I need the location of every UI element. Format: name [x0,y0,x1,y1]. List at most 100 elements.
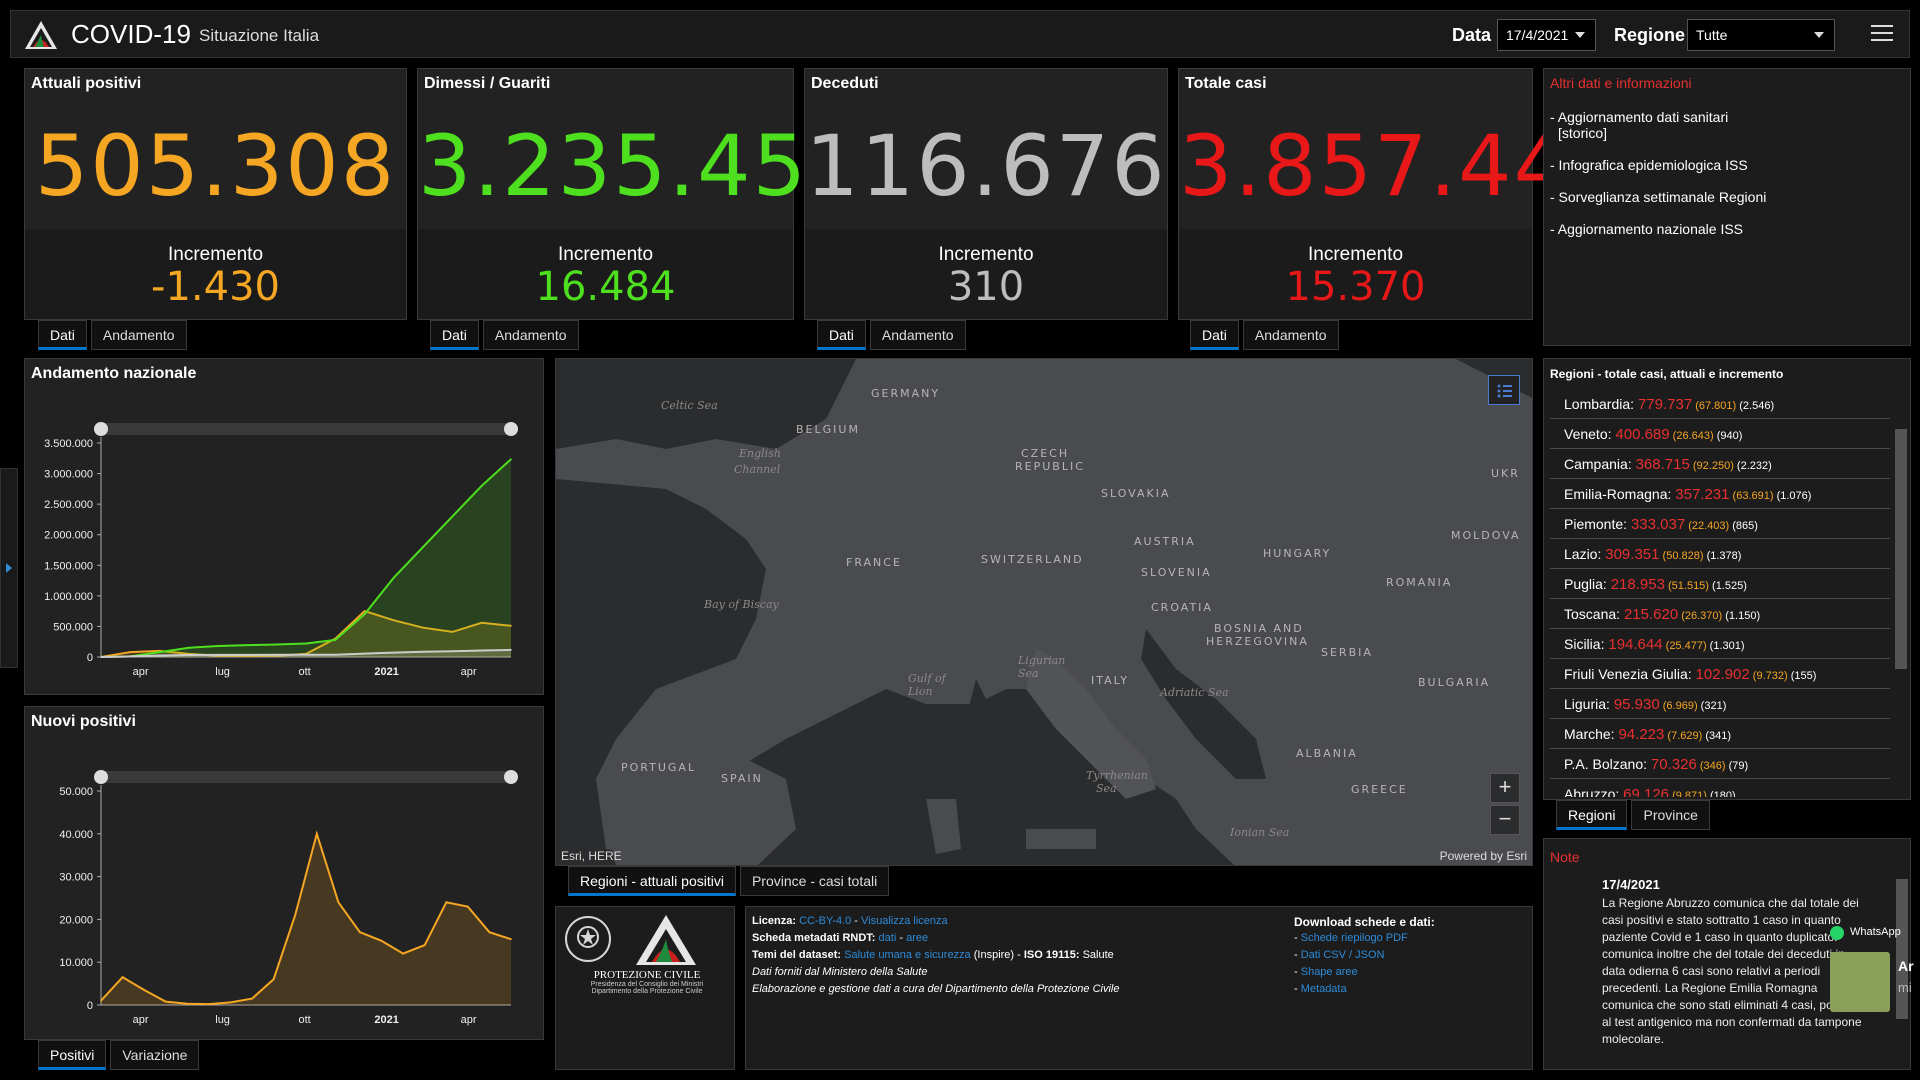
region-row[interactable]: Piemonte: 333.037 (22.403) (865) [1550,509,1890,539]
range-slider[interactable] [101,423,511,435]
range-handle-start[interactable] [94,422,108,436]
region-row[interactable]: Puglia: 218.953 (51.515) (1.525) [1550,569,1890,599]
themes-link[interactable]: Salute umana e sicurezza [844,949,971,961]
map-panel[interactable]: GERMANY BELGIUM CZECH REPUBLIC UKR SLOVAKIA MO… [555,358,1533,866]
range-handle-start[interactable] [94,770,108,784]
data-point [451,631,454,633]
data-point [129,651,132,653]
data-point [246,654,249,656]
scrollbar-thumb[interactable] [1896,879,1908,1019]
download-csv-link[interactable]: Dati CSV / JSON [1300,949,1385,961]
metadata-dati-link[interactable]: dati [878,932,897,944]
country-label: AUSTRIA [1134,535,1196,548]
tab-regioni[interactable]: Regioni [1556,800,1628,830]
chart-title: Andamento nazionale [31,365,197,382]
metadata-aree-link[interactable]: aree [906,932,929,944]
stat-tabs: Dati Andamento [1190,320,1339,350]
data-point [305,642,307,645]
side-panel-toggle[interactable] [0,468,18,668]
data-point [100,656,102,658]
region-row[interactable]: Abruzzo: 69.126 (9.871) (180) [1550,779,1890,797]
region-row[interactable]: Toscana: 215.620 (26.370) (1.150) [1550,599,1890,629]
download-item: - Metadata [1294,983,1347,995]
data-point [393,651,395,654]
x-tick-label: ott [298,666,310,678]
range-handle-end[interactable] [504,770,518,784]
region-row[interactable]: Emilia-Romagna: 357.231 (63.691) (1.076) [1550,479,1890,509]
tab-andamento[interactable]: Andamento [482,320,579,350]
tab-dati[interactable]: Dati [38,320,87,350]
country-label: UKR [1491,467,1520,480]
x-tick-label: ott [298,1014,310,1026]
data-point [510,458,512,460]
region-name: Sicilia: [1564,636,1609,652]
license-link[interactable]: CC-BY-4.0 [799,915,852,927]
region-row[interactable]: Liguria: 95.930 (6.969) (321) [1550,689,1890,719]
download-metadata-link[interactable]: Metadata [1300,983,1347,995]
tab-regioni-attuali-positivi[interactable]: Regioni - attuali positivi [568,866,736,896]
region-increment: (865) [1729,520,1758,532]
data-point [315,833,318,835]
zoom-out-button[interactable]: − [1490,805,1520,835]
download-pdf-link[interactable]: Schede riepilogo PDF [1300,932,1408,944]
date-select[interactable]: 17/4/2021 [1497,19,1596,51]
water-label: Lion [907,685,933,698]
region-row[interactable]: Friuli Venezia Giulia: 102.902 (9.732) (… [1550,659,1890,689]
region-row[interactable]: Veneto: 400.689 (26.643) (940) [1550,419,1890,449]
tab-andamento[interactable]: Andamento [90,320,187,350]
tab-dati[interactable]: Dati [1190,320,1239,350]
zoom-in-button[interactable]: + [1490,773,1520,803]
tab-province[interactable]: Province [1631,800,1710,830]
water-label: Channel [734,463,781,476]
logo-caption-line: Dipartimento della Protezione Civile [591,988,703,995]
regions-scrollbar[interactable] [1895,389,1908,789]
tab-andamento[interactable]: Andamento [1242,320,1339,350]
region-row[interactable]: Sicilia: 194.644 (25.477) (1.301) [1550,629,1890,659]
region-row[interactable]: P.A. Bolzano: 70.326 (346) (79) [1550,749,1890,779]
y-tick-label: 2.000.000 [44,530,93,542]
region-active: (25.477) [1662,640,1707,652]
tab-dati[interactable]: Dati [430,320,479,350]
data-point [422,626,424,629]
region-row[interactable]: Marche: 94.223 (7.629) (341) [1550,719,1890,749]
region-select[interactable]: Tutte [1687,19,1835,51]
x-tick-label: apr [461,666,477,678]
tab-positivi[interactable]: Positivi [38,1040,107,1070]
download-shape-link[interactable]: Shape aree [1300,966,1358,978]
tab-dati[interactable]: Dati [817,320,866,350]
download-item: - Dati CSV / JSON [1294,949,1385,961]
info-link-infografica[interactable]: - Infografica epidemiologica ISS [1550,157,1748,173]
notes-scrollbar[interactable] [1896,869,1908,1059]
region-row[interactable]: Lombardia: 779.737 (67.801) (2.546) [1550,389,1890,419]
data-point [393,576,395,579]
info-link-aggiornamento[interactable]: - Aggiornamento dati sanitari [1550,109,1729,125]
data-point [510,938,512,941]
range-handle-end[interactable] [504,422,518,436]
scrollbar-thumb[interactable] [1895,429,1907,669]
tab-variazione[interactable]: Variazione [110,1040,200,1070]
country-label: GREECE [1351,783,1408,796]
legend-list-icon[interactable] [1488,375,1520,405]
whatsapp-label: WhatsApp [1850,926,1901,938]
tab-andamento[interactable]: Andamento [869,320,966,350]
menu-icon[interactable] [1871,25,1893,43]
stat-value: 3.235.459 [418,117,864,215]
region-active: (26.643) [1669,430,1714,442]
info-link-storico[interactable]: [storico] [1558,125,1608,141]
range-slider[interactable] [101,771,511,783]
region-total: 194.644 [1608,636,1663,653]
stat-tabs: Dati Andamento [38,320,187,350]
region-name: Abruzzo: [1564,786,1624,797]
info-link-sorveglianza[interactable]: - Sorveglianza settimanale Regioni [1550,189,1767,205]
info-link-iss[interactable]: - Aggiornamento nazionale ISS [1550,221,1744,237]
stat-value: 3.857.443 [1179,117,1625,215]
tab-province-casi-totali[interactable]: Province - casi totali [739,866,890,896]
whatsapp-notification[interactable]: WhatsApp Ar mi [1826,918,1920,1048]
andamento-chart: 0 500.000 1.000.000 1.500.000 2.000.000 2.500… [44,422,518,678]
region-row[interactable]: Campania: 368.715 (92.250) (2.232) [1550,449,1890,479]
view-license-link[interactable]: Visualizza licenza [861,915,948,927]
increment-label: Incremento [167,244,264,265]
region-row[interactable]: Lazio: 309.351 (50.828) (1.378) [1550,539,1890,569]
map-powered-by[interactable]: Powered by Esri [1439,849,1527,863]
